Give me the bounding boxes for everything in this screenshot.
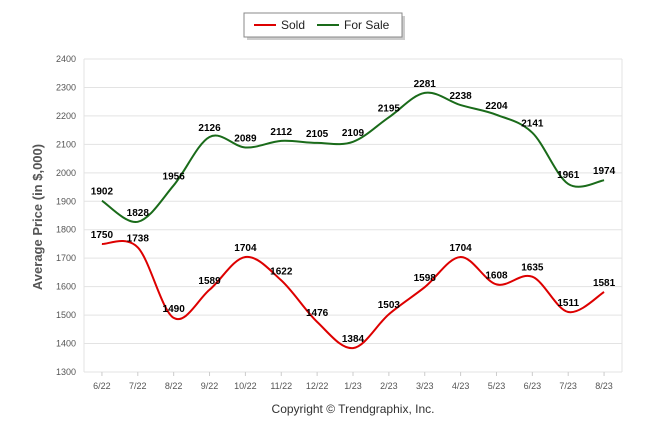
data-label-for-sale: 2141 <box>521 119 544 130</box>
x-tick-label: 7/23 <box>559 381 577 391</box>
x-tick-label: 1/23 <box>344 381 362 391</box>
data-label-sold: 1704 <box>234 243 257 254</box>
legend-label-sold: Sold <box>281 18 305 32</box>
data-label-sold: 1511 <box>557 298 579 309</box>
data-label-sold: 1622 <box>270 266 293 277</box>
y-tick-label: 2200 <box>56 111 76 121</box>
data-label-sold: 1635 <box>521 263 544 274</box>
series-lines <box>101 91 605 350</box>
y-axis-title: Average Price (in $,000) <box>30 144 45 290</box>
data-label-sold: 1503 <box>378 300 401 311</box>
data-label-sold: 1750 <box>91 230 114 241</box>
legend-label-for-sale: For Sale <box>344 18 390 32</box>
data-label-for-sale: 1974 <box>593 166 616 177</box>
x-tick-label: 6/23 <box>524 381 542 391</box>
data-label-for-sale: 1902 <box>91 187 114 198</box>
data-label-sold: 1589 <box>198 276 221 287</box>
data-label-for-sale: 2204 <box>485 101 508 112</box>
y-tick-label: 2000 <box>56 168 76 178</box>
legend-item-for-sale[interactable]: For Sale <box>317 18 390 32</box>
data-label-for-sale: 2105 <box>306 129 329 140</box>
legend-item-sold[interactable]: Sold <box>254 18 305 32</box>
series-line-for-sale <box>101 91 605 223</box>
x-tick-label: 10/22 <box>234 381 257 391</box>
series-line-sold <box>101 240 605 350</box>
y-tick-label: 1300 <box>56 367 76 377</box>
data-label-sold: 1608 <box>485 270 508 281</box>
data-label-for-sale: 2109 <box>342 128 365 139</box>
data-label-sold: 1581 <box>593 278 616 289</box>
data-label-sold: 1704 <box>449 243 472 254</box>
y-tick-label: 1500 <box>56 310 76 320</box>
data-label-for-sale: 2195 <box>378 103 401 114</box>
data-labels: 1750 1738 1490 1589 1704 1622 1476 1384 1503 1598… <box>91 79 616 345</box>
y-axis-ticks: 1300 1400 1500 1600 1700 1800 1900 2000 2100 2200… <box>56 54 76 377</box>
data-label-for-sale: 2112 <box>270 127 292 138</box>
x-tick-label: 5/23 <box>488 381 506 391</box>
data-label-for-sale: 1956 <box>163 171 186 182</box>
data-label-for-sale: 1961 <box>557 170 580 181</box>
data-label-sold: 1738 <box>127 233 150 244</box>
grid-lines <box>83 58 623 373</box>
y-tick-label: 2300 <box>56 82 76 92</box>
data-label-for-sale: 2281 <box>414 79 437 90</box>
x-tick-label: 2/23 <box>380 381 398 391</box>
data-label-sold: 1490 <box>163 304 186 315</box>
y-tick-label: 1900 <box>56 196 76 206</box>
data-label-for-sale: 2089 <box>234 133 257 144</box>
copyright-footer: Copyright © Trendgraphix, Inc. <box>272 402 435 416</box>
data-label-for-sale: 1828 <box>127 208 150 219</box>
y-tick-label: 2400 <box>56 54 76 64</box>
x-tick-label: 7/22 <box>129 381 147 391</box>
y-tick-label: 1700 <box>56 253 76 263</box>
x-tick-label: 3/23 <box>416 381 434 391</box>
data-label-for-sale: 2126 <box>198 123 221 134</box>
x-tick-label: 6/22 <box>93 381 111 391</box>
y-tick-label: 1600 <box>56 282 76 292</box>
data-label-for-sale: 2238 <box>449 91 472 102</box>
data-label-sold: 1598 <box>414 273 437 284</box>
x-tick-label: 12/22 <box>306 381 329 391</box>
x-tick-label: 11/22 <box>270 381 292 391</box>
y-tick-label: 1800 <box>56 225 76 235</box>
x-tick-label: 8/22 <box>165 381 183 391</box>
x-tick-label: 4/23 <box>452 381 470 391</box>
data-label-sold: 1384 <box>342 334 365 345</box>
data-label-sold: 1476 <box>306 308 329 319</box>
legend: Sold For Sale <box>243 12 405 40</box>
y-tick-label: 2100 <box>56 139 76 149</box>
x-tick-label: 8/23 <box>595 381 613 391</box>
x-axis-ticks: 6/22 7/22 8/22 9/22 10/22 11/22 12/22 1/23 2/23 3… <box>93 372 613 391</box>
y-tick-label: 1400 <box>56 339 76 349</box>
x-tick-label: 9/22 <box>201 381 219 391</box>
